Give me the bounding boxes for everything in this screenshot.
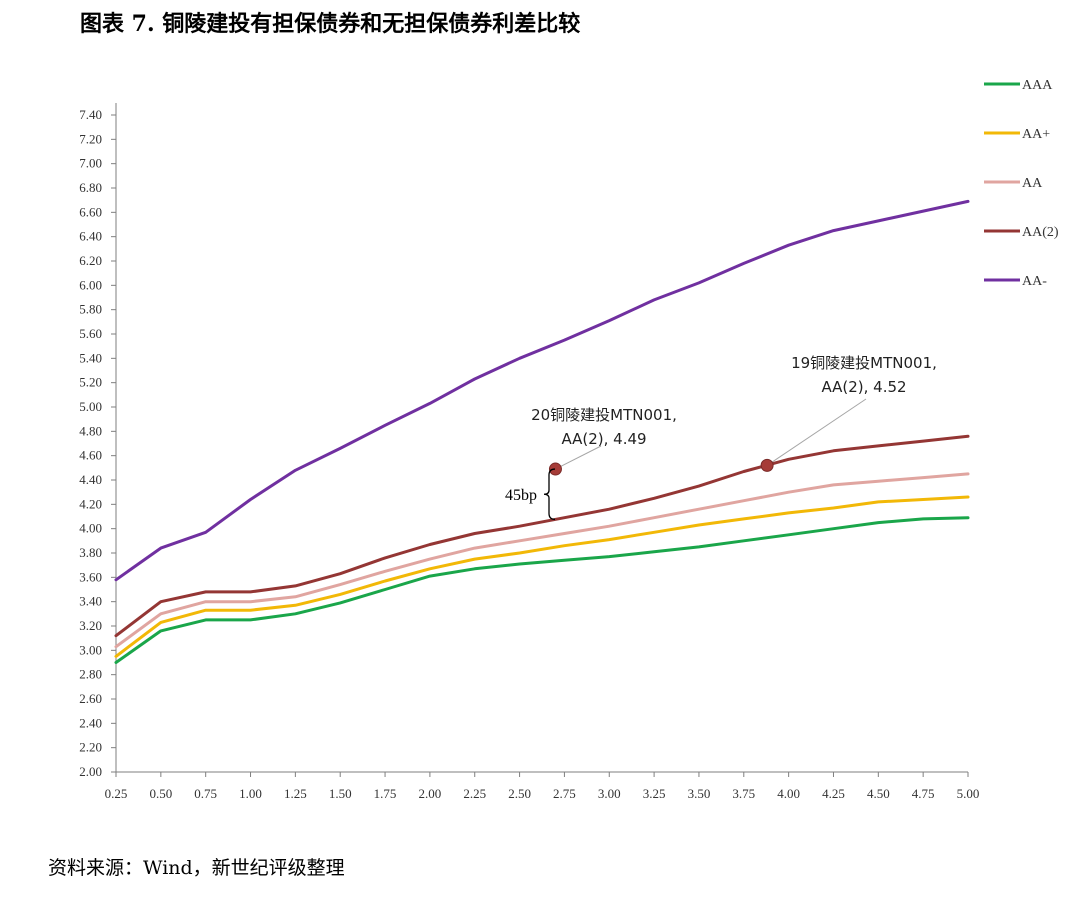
x-tick-label: 2.25 bbox=[463, 786, 486, 801]
x-tick-label: 0.75 bbox=[194, 786, 217, 801]
y-tick-label: 5.40 bbox=[79, 350, 102, 365]
y-tick-label: 5.80 bbox=[79, 302, 102, 317]
axes: 2.00 2.20 2.40 2.60 2.80 3.00 3.20 3.40 3.60 3.80… bbox=[79, 103, 979, 801]
x-tick-label: 3.00 bbox=[598, 786, 621, 801]
y-tick-label: 6.60 bbox=[79, 204, 102, 219]
y-tick-label: 3.00 bbox=[79, 642, 102, 657]
y-tick-label: 7.20 bbox=[79, 131, 102, 146]
source-note: 资料来源：Wind，新世纪评级整理 bbox=[48, 857, 345, 879]
y-tick-label: 5.20 bbox=[79, 375, 102, 390]
series-line-aaa bbox=[114, 516, 970, 664]
y-tick-label: 2.80 bbox=[79, 667, 102, 682]
y-tick-label: 3.20 bbox=[79, 618, 102, 633]
y-tick-label: 6.40 bbox=[79, 229, 102, 244]
legend-label: AA- bbox=[1022, 274, 1047, 289]
series-line-aa bbox=[114, 199, 970, 582]
spread-brace bbox=[543, 468, 556, 521]
legend-label: AA(2) bbox=[1022, 225, 1059, 240]
x-tick-label: 3.50 bbox=[688, 786, 711, 801]
bond-label-name: 20铜陵建投MTN001, bbox=[531, 406, 677, 424]
x-tick-label: 4.75 bbox=[912, 786, 935, 801]
legend: AAA AA+ AA AA(2) AA- bbox=[984, 78, 1059, 289]
legend-item: AAA bbox=[984, 78, 1053, 93]
figure-title: 图表 7. 铜陵建投有担保债券和无担保债券利差比较 bbox=[80, 11, 581, 37]
spread-line-chart: 2.00 2.20 2.40 2.60 2.80 3.00 3.20 3.40 3.60 3.80… bbox=[79, 78, 1059, 801]
x-tick-label: 2.50 bbox=[508, 786, 531, 801]
y-tick-label: 3.40 bbox=[79, 594, 102, 609]
legend-item: AA+ bbox=[984, 127, 1050, 142]
bond-label-value: AA(2), 4.49 bbox=[561, 430, 646, 448]
x-tick-label: 1.75 bbox=[374, 786, 397, 801]
x-tick-label: 2.00 bbox=[419, 786, 442, 801]
x-tick-label: 3.75 bbox=[732, 786, 755, 801]
legend-label: AA bbox=[1022, 176, 1043, 191]
bond-marker bbox=[548, 462, 562, 476]
y-tick-label: 7.40 bbox=[79, 107, 102, 122]
series-line-aa bbox=[114, 495, 970, 658]
series-lines bbox=[114, 199, 970, 664]
y-tick-label: 4.00 bbox=[79, 521, 102, 536]
x-tick-label: 1.50 bbox=[329, 786, 352, 801]
legend-label: AA+ bbox=[1022, 127, 1050, 142]
y-tick-label: 4.40 bbox=[79, 472, 102, 487]
callout-leader-line bbox=[555, 445, 602, 470]
y-tick-label: 7.00 bbox=[79, 156, 102, 171]
bond-marker bbox=[760, 458, 774, 472]
x-tick-label: 0.25 bbox=[105, 786, 128, 801]
y-tick-label: 2.40 bbox=[79, 715, 102, 730]
spread-label: 45bp bbox=[505, 487, 537, 504]
y-tick-label: 6.20 bbox=[79, 253, 102, 268]
legend-item: AA bbox=[984, 176, 1043, 191]
y-tick-label: 4.20 bbox=[79, 496, 102, 511]
y-tick-label: 3.80 bbox=[79, 545, 102, 560]
x-tick-label: 2.75 bbox=[553, 786, 576, 801]
x-tick-label: 5.00 bbox=[957, 786, 980, 801]
callout-leader-line bbox=[766, 398, 867, 466]
legend-item: AA(2) bbox=[984, 225, 1059, 240]
annotations: 20铜陵建投MTN001, AA(2), 4.49 19铜陵建投MTN001, AA(… bbox=[505, 354, 937, 521]
y-tick-label: 4.60 bbox=[79, 448, 102, 463]
y-tick-label: 2.00 bbox=[79, 764, 102, 779]
y-tick-label: 5.60 bbox=[79, 326, 102, 341]
x-tick-label: 4.00 bbox=[777, 786, 800, 801]
bond-label-name: 19铜陵建投MTN001, bbox=[791, 354, 937, 372]
series-line-aa-2 bbox=[114, 434, 970, 638]
x-tick-label: 4.50 bbox=[867, 786, 890, 801]
y-tick-label: 2.20 bbox=[79, 740, 102, 755]
y-tick-label: 4.80 bbox=[79, 423, 102, 438]
x-tick-label: 1.00 bbox=[239, 786, 262, 801]
series-line-aa bbox=[114, 472, 970, 649]
y-tick-label: 6.00 bbox=[79, 277, 102, 292]
legend-item: AA- bbox=[984, 274, 1047, 289]
y-tick-label: 3.60 bbox=[79, 569, 102, 584]
y-tick-label: 6.80 bbox=[79, 180, 102, 195]
x-tick-label: 4.25 bbox=[822, 786, 845, 801]
bond-label-value: AA(2), 4.52 bbox=[821, 378, 906, 396]
y-tick-label: 5.00 bbox=[79, 399, 102, 414]
legend-label: AAA bbox=[1022, 78, 1053, 93]
x-tick-label: 3.25 bbox=[643, 786, 666, 801]
x-tick-label: 0.50 bbox=[149, 786, 172, 801]
x-tick-label: 1.25 bbox=[284, 786, 307, 801]
y-tick-label: 2.60 bbox=[79, 691, 102, 706]
